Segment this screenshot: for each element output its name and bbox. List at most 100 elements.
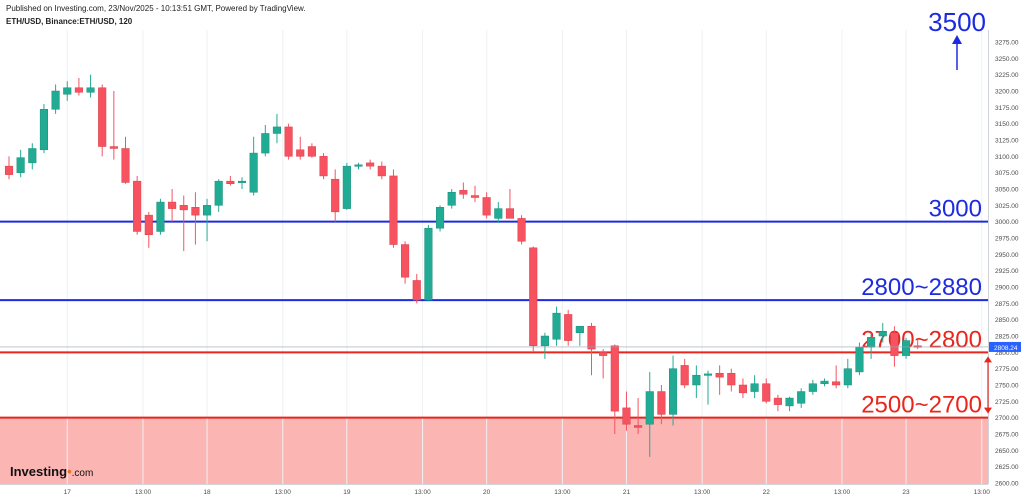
candle-body[interactable]	[622, 407, 631, 425]
candle-body[interactable]	[657, 391, 666, 415]
candle-body[interactable]	[599, 352, 608, 356]
candle-body[interactable]	[272, 126, 281, 134]
candle-body[interactable]	[156, 201, 165, 232]
candle-body[interactable]	[808, 383, 817, 392]
candle-body[interactable]	[470, 195, 480, 198]
y-tick-label: 2875.00	[995, 301, 1019, 308]
candle-body[interactable]	[727, 372, 736, 386]
candle-body[interactable]	[773, 397, 782, 405]
candle-body[interactable]	[203, 205, 212, 216]
candle-body[interactable]	[505, 208, 514, 219]
candle-body[interactable]	[389, 175, 398, 245]
candle-body[interactable]	[168, 201, 177, 209]
candle-body[interactable]	[342, 165, 351, 209]
candle-body[interactable]	[459, 190, 468, 195]
candle-body[interactable]	[237, 180, 247, 183]
candle-body[interactable]	[63, 87, 72, 95]
candle-body[interactable]	[552, 312, 561, 340]
candle-body[interactable]	[820, 380, 829, 384]
candle-body[interactable]	[447, 192, 456, 206]
candle-body[interactable]	[436, 207, 445, 229]
candle-body[interactable]	[16, 157, 25, 173]
candle-body[interactable]	[482, 197, 491, 216]
y-tick-label: 3225.00	[995, 72, 1019, 79]
y-tick-label: 3100.00	[995, 154, 1019, 161]
candle-body[interactable]	[133, 180, 142, 232]
candle-body[interactable]	[307, 146, 316, 157]
y-tick-label: 2825.00	[995, 334, 1019, 341]
candle-body[interactable]	[28, 148, 37, 164]
candle-body[interactable]	[284, 126, 293, 157]
candle-body[interactable]	[867, 337, 876, 348]
candle-body[interactable]	[366, 162, 375, 167]
range-arrow-down	[984, 407, 992, 414]
candle-body[interactable]	[191, 207, 200, 216]
y-tick-label: 2800.00	[995, 350, 1019, 357]
candle-body[interactable]	[797, 391, 806, 404]
candle-body[interactable]	[179, 205, 188, 211]
last-price-label: 2808.24	[994, 345, 1018, 352]
x-tick-label: 13:00	[694, 489, 711, 496]
candle-body[interactable]	[74, 87, 83, 93]
candle-body[interactable]	[610, 345, 619, 412]
candle-body[interactable]	[680, 365, 689, 386]
candle-body[interactable]	[913, 345, 922, 348]
candle-body[interactable]	[4, 165, 14, 175]
candle-body[interactable]	[109, 146, 118, 149]
candle-body[interactable]	[529, 247, 538, 347]
candle-body[interactable]	[98, 87, 107, 147]
candle-body[interactable]	[587, 325, 596, 350]
candle-body[interactable]	[878, 331, 887, 337]
candle-body[interactable]	[785, 397, 794, 407]
candle-body[interactable]	[261, 133, 270, 154]
candle-body[interactable]	[319, 156, 328, 177]
candle-body[interactable]	[762, 383, 771, 402]
candle-body[interactable]	[715, 372, 724, 378]
candle-body[interactable]	[412, 280, 421, 301]
y-tick-label: 2625.00	[995, 464, 1019, 471]
candle-body[interactable]	[517, 218, 526, 242]
candle-body[interactable]	[703, 373, 713, 376]
candle-body[interactable]	[331, 178, 340, 213]
y-tick-label: 3175.00	[995, 105, 1019, 112]
candle-body[interactable]	[249, 152, 258, 193]
candle-body[interactable]	[214, 180, 223, 206]
candle-body[interactable]	[121, 148, 130, 183]
level-label: 2800~2880	[861, 274, 982, 301]
candle-body[interactable]	[832, 381, 841, 386]
candle-body[interactable]	[890, 332, 899, 356]
y-tick-label: 3200.00	[995, 89, 1019, 96]
candle-body[interactable]	[494, 208, 503, 219]
candle-body[interactable]	[377, 165, 386, 177]
y-tick-label: 3050.00	[995, 187, 1019, 194]
y-tick-label: 2700.00	[995, 415, 1019, 422]
candle-body[interactable]	[540, 335, 549, 347]
candle-body[interactable]	[645, 391, 654, 425]
candle-body[interactable]	[144, 214, 153, 235]
y-tick-label: 2650.00	[995, 448, 1019, 455]
candle-body[interactable]	[86, 87, 95, 93]
candle-body[interactable]	[401, 244, 410, 278]
candle-body[interactable]	[855, 346, 864, 373]
candle-body[interactable]	[575, 325, 584, 333]
target-label: 3500	[928, 7, 986, 37]
candle-body[interactable]	[692, 374, 701, 386]
candle-body[interactable]	[226, 180, 235, 185]
candle-body[interactable]	[843, 368, 852, 386]
candle-body[interactable]	[750, 383, 759, 392]
candle-body[interactable]	[354, 164, 363, 167]
level-label: 3000	[929, 196, 982, 223]
y-tick-label: 2750.00	[995, 383, 1019, 390]
candle-body[interactable]	[738, 384, 748, 394]
candle-body[interactable]	[902, 340, 911, 356]
candle-body[interactable]	[296, 149, 305, 157]
x-tick-label: 20	[483, 489, 491, 496]
candle-body[interactable]	[669, 368, 678, 415]
candle-body[interactable]	[634, 425, 643, 428]
candle-body[interactable]	[564, 314, 573, 341]
candle-body[interactable]	[39, 109, 49, 151]
candle-body[interactable]	[51, 90, 60, 110]
range-arrow-up	[984, 356, 992, 363]
candle-body[interactable]	[424, 227, 433, 301]
